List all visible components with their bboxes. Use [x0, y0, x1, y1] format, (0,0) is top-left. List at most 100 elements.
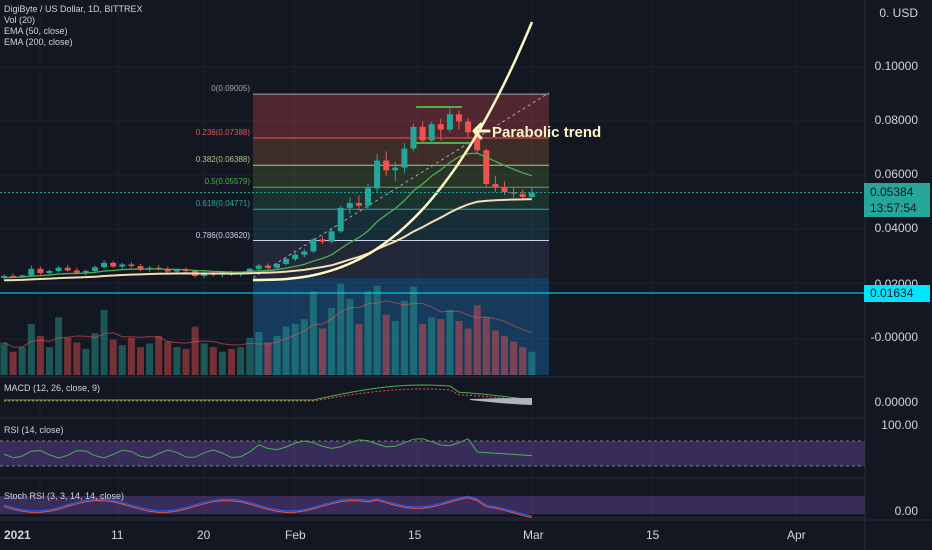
candle-body — [28, 268, 35, 276]
volume-bar — [382, 314, 390, 375]
candle-body — [301, 251, 308, 255]
candle-body — [255, 265, 262, 269]
fib-band — [253, 209, 549, 241]
fib-band — [253, 187, 549, 210]
volume-bar — [355, 323, 363, 375]
volume-bar — [237, 347, 245, 375]
candle-body — [483, 150, 490, 184]
candle-body — [173, 269, 180, 272]
volume-bar — [36, 335, 44, 375]
candle-body — [274, 263, 280, 268]
chart-legend[interactable]: DigiByte / US Dollar, 1D, BITTREX Vol (2… — [4, 4, 143, 48]
volume-bar — [82, 348, 90, 375]
volume-bar — [173, 347, 181, 375]
candle-body — [319, 239, 326, 242]
fib-level-label: 0.236(0.07388) — [195, 128, 250, 138]
volume-bar — [164, 341, 172, 375]
stoch-rsi-label[interactable]: Stoch RSI (3, 3, 14, 14, close) — [4, 491, 125, 501]
volume-bar — [455, 321, 463, 375]
volume-bar — [46, 347, 53, 375]
candle-body — [264, 265, 271, 268]
parabolic-trend-label[interactable]: Parabolic trend — [492, 124, 602, 141]
last-price-tag: 0.05384 13:57:54 — [864, 183, 930, 217]
volume-bar — [319, 328, 326, 375]
macd-label[interactable]: MACD (12, 26, close, 9) — [4, 383, 101, 393]
fib-level-label: 0.5(0.05579) — [204, 177, 250, 187]
fib-extension-band — [253, 277, 549, 375]
volume-bar — [255, 332, 263, 375]
axis-currency[interactable]: 0. USD — [879, 6, 918, 20]
time-axis-tick: Feb — [285, 528, 306, 542]
macd-signal-line — [4, 388, 532, 402]
volume-bar — [491, 330, 499, 375]
volume-bar — [100, 309, 108, 375]
candle-body — [428, 124, 435, 141]
volume-bar — [519, 347, 527, 375]
volume-bar — [419, 323, 427, 375]
volume-bar — [118, 345, 126, 375]
fib-level-label: 0.786(0.03620) — [195, 230, 250, 240]
volume-bar — [410, 286, 417, 375]
candle-body — [492, 183, 499, 188]
volume-bar — [127, 337, 135, 375]
candle-body — [419, 126, 426, 141]
volume-bar — [64, 337, 72, 375]
candle-body — [1, 275, 7, 278]
macd-axis-tick: 0.00000 — [874, 395, 918, 409]
vol-legend[interactable]: Vol (20) — [4, 15, 36, 25]
volume-bar — [137, 347, 144, 375]
volume-bars — [0, 283, 536, 375]
candle-body — [46, 271, 53, 274]
rsi-axis-tick: 100.00 — [881, 418, 918, 432]
candle-body — [401, 148, 408, 168]
volume-bar — [0, 342, 8, 375]
candle-body — [392, 167, 399, 171]
candle-body — [137, 266, 144, 270]
stoch-k-line — [3, 495, 532, 517]
volume-ma-line — [3, 300, 532, 348]
horizontal-line-price-tag: 0.01634 — [864, 285, 930, 302]
volume-bar — [218, 351, 226, 375]
candle-body — [519, 193, 526, 198]
volume-bar — [209, 347, 217, 375]
stoch-d-line — [3, 497, 532, 518]
drawings — [0, 21, 865, 294]
time-axis-tick: Mar — [523, 528, 544, 542]
volume-bar — [109, 339, 117, 375]
candle-body — [310, 239, 317, 252]
candle-body — [501, 187, 508, 193]
ema50-line — [3, 152, 532, 279]
rsi-label[interactable]: RSI (14, close) — [4, 425, 64, 435]
fib-band — [253, 94, 549, 139]
volume-bar — [191, 326, 199, 375]
volume-bar — [337, 283, 345, 375]
candle-body — [346, 203, 353, 208]
candle-body — [337, 207, 344, 232]
volume-bar — [155, 335, 163, 375]
price-axis-tick: -0.00000 — [870, 330, 918, 344]
volume-bar — [73, 342, 81, 375]
fib-level-label: 0.618(0.04771) — [195, 199, 250, 209]
moving-averages — [3, 152, 532, 282]
fibonacci-retracement — [252, 92, 550, 375]
time-axis-tick: 11 — [111, 528, 124, 542]
candle-body — [446, 114, 453, 130]
volume-bar — [328, 308, 336, 375]
volume-bar — [291, 323, 299, 375]
candle-body — [283, 259, 290, 264]
volume-bar — [200, 343, 208, 375]
candle-body — [10, 275, 17, 277]
volume-bar — [400, 300, 408, 375]
candle-body — [474, 132, 481, 151]
volume-bar — [9, 351, 17, 375]
candle-body — [292, 254, 299, 260]
fib-band — [253, 138, 549, 166]
rsi-line — [3, 438, 532, 459]
symbol-title[interactable]: DigiByte / US Dollar, 1D, BITTREX — [4, 4, 143, 14]
candle-body — [110, 262, 117, 267]
ema50-legend[interactable]: EMA (50, close) — [4, 26, 68, 36]
ema200-legend[interactable]: EMA (200, close) — [4, 37, 73, 47]
volume-bar — [446, 309, 454, 375]
